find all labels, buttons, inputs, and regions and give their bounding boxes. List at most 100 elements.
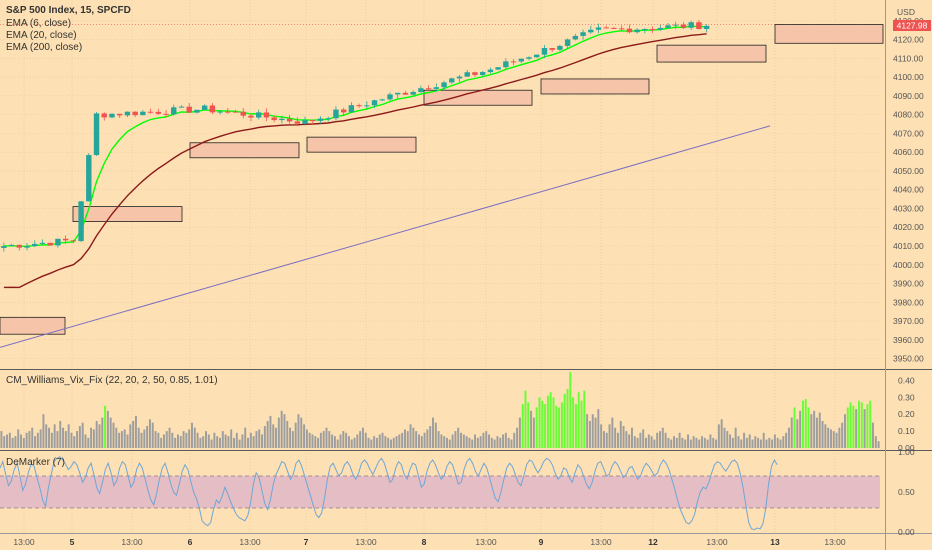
demarker-tick-1: 0.50 <box>898 487 915 497</box>
vix-bar-58 <box>162 434 165 448</box>
vix-bar-1 <box>3 436 6 448</box>
vix-bar-42 <box>118 432 121 448</box>
vix-bar-237 <box>664 432 667 448</box>
candle-body-33 <box>256 112 262 118</box>
candle-body-45 <box>348 105 355 113</box>
vix-bar-305 <box>855 409 858 448</box>
demarker-panel[interactable] <box>0 456 880 531</box>
candle-body-67 <box>518 58 524 62</box>
vix-bar-281 <box>787 427 790 448</box>
vix-bar-123 <box>345 432 348 448</box>
candlestick-series[interactable] <box>1 0 776 252</box>
vix-bar-186 <box>521 404 524 448</box>
vix-bar-61 <box>171 432 174 448</box>
vix-bar-295 <box>827 427 830 448</box>
vix-bar-247 <box>692 436 695 448</box>
candle-body-40 <box>310 120 316 122</box>
vix-bar-302 <box>846 407 849 448</box>
zone-boxes <box>0 24 884 335</box>
candle-body-88 <box>680 24 687 28</box>
candle-body-41 <box>317 118 324 121</box>
candle-body-16 <box>124 111 131 116</box>
vix-bar-177 <box>496 436 499 448</box>
time-tick-5: 7 <box>304 537 309 547</box>
ema-200-line <box>0 125 771 348</box>
candle-body-63 <box>487 69 494 73</box>
vix-bar-102 <box>286 420 289 448</box>
vix-bar-101 <box>283 414 286 448</box>
vix-bar-81 <box>227 436 230 448</box>
ema-mid-label: EMA (20, close) <box>6 30 77 41</box>
vix-bar-79 <box>221 431 224 448</box>
vix-bar-198 <box>555 405 558 448</box>
candle-body-13 <box>101 113 107 118</box>
candle-body-24 <box>186 106 192 113</box>
candle-body-9 <box>70 240 77 242</box>
vix-bar-274 <box>768 437 771 448</box>
vix-bar-129 <box>361 427 364 448</box>
candle-body-53 <box>410 91 416 95</box>
vix-bar-71 <box>199 437 202 448</box>
vix-bar-59 <box>165 431 168 448</box>
vix-bar-228 <box>639 432 642 448</box>
vix-bar-311 <box>872 422 874 448</box>
vix-bar-239 <box>670 439 673 448</box>
time-tick-14: 13:00 <box>824 537 846 547</box>
vix-bar-256 <box>717 424 720 448</box>
price-tick-10: 4030.00 <box>893 203 924 213</box>
candle-body-38 <box>294 121 301 124</box>
vix-bar-48 <box>134 415 137 448</box>
vix-bar-221 <box>619 420 622 448</box>
vix-bar-52 <box>146 426 149 448</box>
vix-bar-258 <box>723 427 726 448</box>
vix-bar-191 <box>535 407 538 448</box>
time-axis[interactable]: 13:00 5 13:00 6 13:00 7 13:00 8 13:00 9 13:00 12 13:… <box>13 537 846 547</box>
vix-bar-278 <box>779 439 782 448</box>
vix-bar-262 <box>734 427 737 448</box>
vix-bar-254 <box>712 437 715 448</box>
vix-bar-92 <box>258 429 261 448</box>
vix-bar-46 <box>129 424 132 448</box>
vix-bar-241 <box>675 437 678 448</box>
vix-bar-107 <box>300 417 303 448</box>
time-tick-12: 13:00 <box>706 537 728 547</box>
price-tick-7: 4060.00 <box>893 147 924 157</box>
vix-bar-184 <box>516 427 519 448</box>
ema-20-line <box>3 33 707 289</box>
vix-bar-66 <box>185 432 188 448</box>
candle-body-12 <box>93 113 100 156</box>
vix-tick-4: 0.00 <box>898 443 915 453</box>
vix-bar-23 <box>64 431 67 448</box>
vix-bar-105 <box>294 422 297 448</box>
vix-bar-236 <box>661 427 664 448</box>
demarker-tick-0: 1.00 <box>898 447 915 457</box>
vix-bar-33 <box>92 429 95 448</box>
vix-bar-30 <box>84 434 87 448</box>
time-tick-9: 9 <box>539 537 544 547</box>
candle-body-80 <box>618 28 625 30</box>
vix-bar-230 <box>645 437 647 448</box>
vix-bar-213 <box>597 409 600 448</box>
vix-bar-233 <box>653 439 656 448</box>
price-tick-18: 3950.00 <box>893 354 924 364</box>
vix-tick-0: 0.40 <box>898 375 915 385</box>
vix-bar-166 <box>465 436 468 448</box>
vix-bar-103 <box>289 427 292 448</box>
vix-bar-163 <box>457 427 460 448</box>
vix-bar-113 <box>317 437 320 448</box>
vix-bar-148 <box>415 431 418 448</box>
vix-bar-199 <box>558 407 561 448</box>
vix-bar-122 <box>342 431 345 448</box>
vix-fix-label: CM_Williams_Vix_Fix (22, 20, 2, 50, 0.85… <box>6 375 218 386</box>
vix-bar-98 <box>275 427 278 448</box>
zone-box-0 <box>0 316 66 335</box>
vix-bar-296 <box>829 429 832 448</box>
vix-fix-histogram[interactable] <box>0 372 880 448</box>
vix-bar-277 <box>776 437 779 448</box>
vix-bar-36 <box>101 417 104 448</box>
price-tick-17: 3960.00 <box>893 335 924 345</box>
vix-bar-45 <box>126 434 129 448</box>
vix-bar-49 <box>137 427 140 448</box>
